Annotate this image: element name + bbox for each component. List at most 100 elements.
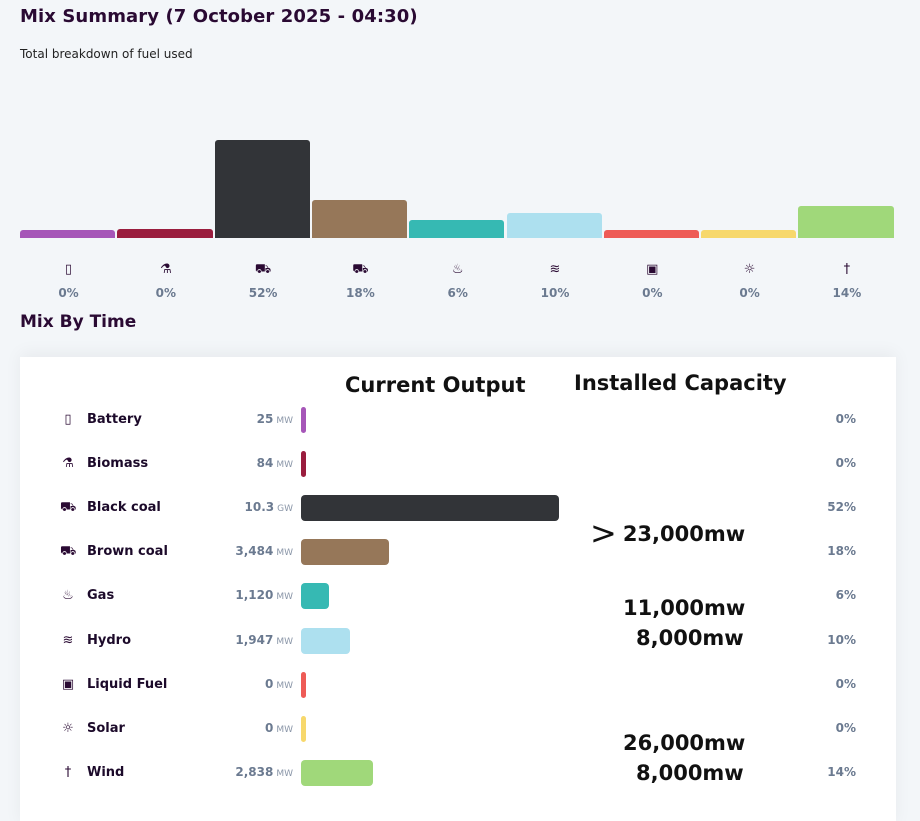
- summary-label-liquid-fuel: ▣ 0%: [604, 262, 701, 300]
- fuel-name: Brown coal: [87, 544, 168, 559]
- fuel-name: Wind: [87, 765, 125, 780]
- summary-bar-solar[interactable]: [701, 230, 797, 238]
- summary-bar-brown-coal[interactable]: [311, 200, 408, 238]
- summary-bar-battery[interactable]: [20, 230, 116, 238]
- fuel-name: Biomass: [87, 456, 149, 471]
- wind-capacity-annotation: 8,000mw: [636, 761, 744, 785]
- fuel-name: Battery: [87, 412, 142, 427]
- fuel-percent: 0%: [835, 412, 856, 426]
- summary-label-battery: ▯ 0%: [20, 262, 117, 300]
- fuel-percent: 0%: [835, 456, 856, 470]
- summary-percent: 0%: [58, 286, 79, 300]
- fuel-row-hydro[interactable]: ≋ Hydro 1,947 MW 10%: [20, 628, 896, 654]
- hydro-icon: ≋: [549, 262, 561, 277]
- page-subtitle: Total breakdown of fuel used: [20, 47, 193, 61]
- solar-icon: ☼: [743, 262, 756, 277]
- wind-turbine-icon: †: [843, 262, 851, 277]
- hydro-icon: ≋: [62, 633, 74, 648]
- summary-percent: 14%: [832, 286, 862, 300]
- summary-percent: 6%: [447, 286, 468, 300]
- coal-cart-icon: ⛟: [60, 500, 77, 515]
- summary-label-biomass: ⚗ 0%: [117, 262, 214, 300]
- hydro-capacity-annotation: 8,000mw: [636, 626, 744, 650]
- current-output-bar: [301, 760, 373, 786]
- summary-label-wind: † 14%: [798, 262, 895, 300]
- summary-bar-wind[interactable]: [798, 206, 894, 238]
- summary-percent: 10%: [540, 286, 570, 300]
- fuel-row-solar[interactable]: ☼ Solar 0 MW 0%: [20, 716, 896, 742]
- fuel-row-wind[interactable]: † Wind 2,838 MW 14%: [20, 760, 896, 786]
- current-output-value: 0 MW: [264, 721, 293, 735]
- output-unit: MW: [276, 416, 293, 426]
- summary-percent: 18%: [346, 286, 375, 300]
- coal-cart-icon: ⛟: [254, 262, 272, 277]
- current-output-bar: [301, 495, 559, 521]
- fuel-percent: 18%: [827, 544, 856, 558]
- current-output-value: 84 MW: [256, 456, 293, 470]
- fuel-name: Gas: [87, 588, 115, 603]
- mix-summary-chart: [20, 130, 896, 240]
- summary-percent: 0%: [155, 286, 176, 300]
- summary-label-black-coal: ⛟ 52%: [215, 262, 312, 300]
- solar-capacity-annotation: 26,000mw: [623, 731, 746, 755]
- mix-by-time-card: Current Output Installed Capacity ▯ Batte…: [20, 357, 896, 821]
- output-unit: MW: [276, 681, 293, 691]
- summary-bar-biomass[interactable]: [117, 229, 213, 238]
- flame-icon: ♨: [451, 262, 464, 277]
- output-unit: MW: [276, 592, 293, 602]
- fuel-percent: 6%: [835, 588, 856, 602]
- fuel-row-gas[interactable]: ♨ Gas 1,120 MW 6%: [20, 583, 896, 609]
- fuel-row-battery[interactable]: ▯ Battery 25 MW 0%: [20, 407, 896, 433]
- current-output-bar: [301, 672, 306, 698]
- current-output-bar: [301, 539, 389, 565]
- current-output-bar: [301, 628, 350, 654]
- summary-percent: 52%: [248, 286, 278, 300]
- fuel-can-icon: ▣: [646, 262, 659, 277]
- summary-bar-black-coal[interactable]: [214, 140, 310, 238]
- current-output-value: 3,484 MW: [235, 544, 293, 558]
- current-output-value: 1,120 MW: [235, 588, 293, 602]
- coal-capacity-annotation: >23,000mw: [590, 514, 745, 552]
- summary-label-hydro: ≋ 10%: [507, 262, 604, 300]
- fuel-row-black-coal[interactable]: ⛟ Black coal 10.3 GW 52%: [20, 495, 896, 521]
- summary-bar-hydro[interactable]: [506, 213, 602, 238]
- greater-than-symbol: >: [590, 514, 617, 552]
- battery-icon: ▯: [64, 262, 73, 277]
- current-output-bar: [301, 716, 306, 742]
- current-output-value: 25 MW: [256, 412, 293, 426]
- fuel-row-liquid-fuel[interactable]: ▣ Liquid Fuel 0 MW 0%: [20, 672, 896, 698]
- output-unit: MW: [276, 637, 293, 647]
- solar-icon: ☼: [62, 721, 74, 736]
- fuel-percent: 52%: [827, 500, 856, 514]
- page-title: Mix Summary (7 October 2025 - 04:30): [20, 6, 418, 27]
- current-output-value: 1,947 MW: [235, 633, 293, 647]
- summary-bar-liquid-fuel[interactable]: [603, 230, 700, 238]
- summary-label-brown-coal: ⛟ 18%: [312, 262, 409, 300]
- summary-bar-gas[interactable]: [409, 220, 505, 238]
- summary-percent: 0%: [739, 286, 760, 300]
- fuel-percent: 10%: [827, 633, 856, 647]
- fuel-name: Black coal: [87, 500, 161, 515]
- installed-capacity-header: Installed Capacity: [574, 371, 787, 395]
- current-output-value: 0 MW: [264, 677, 293, 691]
- wind-turbine-icon: †: [64, 765, 72, 780]
- output-unit: MW: [276, 548, 293, 558]
- coal-cart-icon: ⛟: [352, 262, 369, 277]
- fuel-percent: 0%: [835, 721, 856, 735]
- output-unit: GW: [277, 504, 293, 514]
- output-unit: MW: [276, 769, 293, 779]
- current-output-bar: [301, 583, 329, 609]
- fuel-row-brown-coal[interactable]: ⛟ Brown coal 3,484 MW 18%: [20, 539, 896, 565]
- output-unit: MW: [276, 460, 293, 470]
- output-unit: MW: [276, 725, 293, 735]
- coal-capacity-value: 23,000mw: [622, 522, 746, 546]
- mix-by-time-title: Mix By Time: [20, 312, 137, 332]
- current-output-bar: [301, 407, 306, 433]
- summary-percent: 0%: [642, 286, 663, 300]
- fuel-row-biomass[interactable]: ⚗ Biomass 84 MW 0%: [20, 451, 896, 477]
- fuel-percent: 0%: [835, 677, 856, 691]
- coal-cart-icon: ⛟: [60, 544, 77, 559]
- fuel-can-icon: ▣: [61, 677, 75, 692]
- fuel-percent: 14%: [827, 765, 856, 779]
- fuel-name: Solar: [87, 721, 125, 736]
